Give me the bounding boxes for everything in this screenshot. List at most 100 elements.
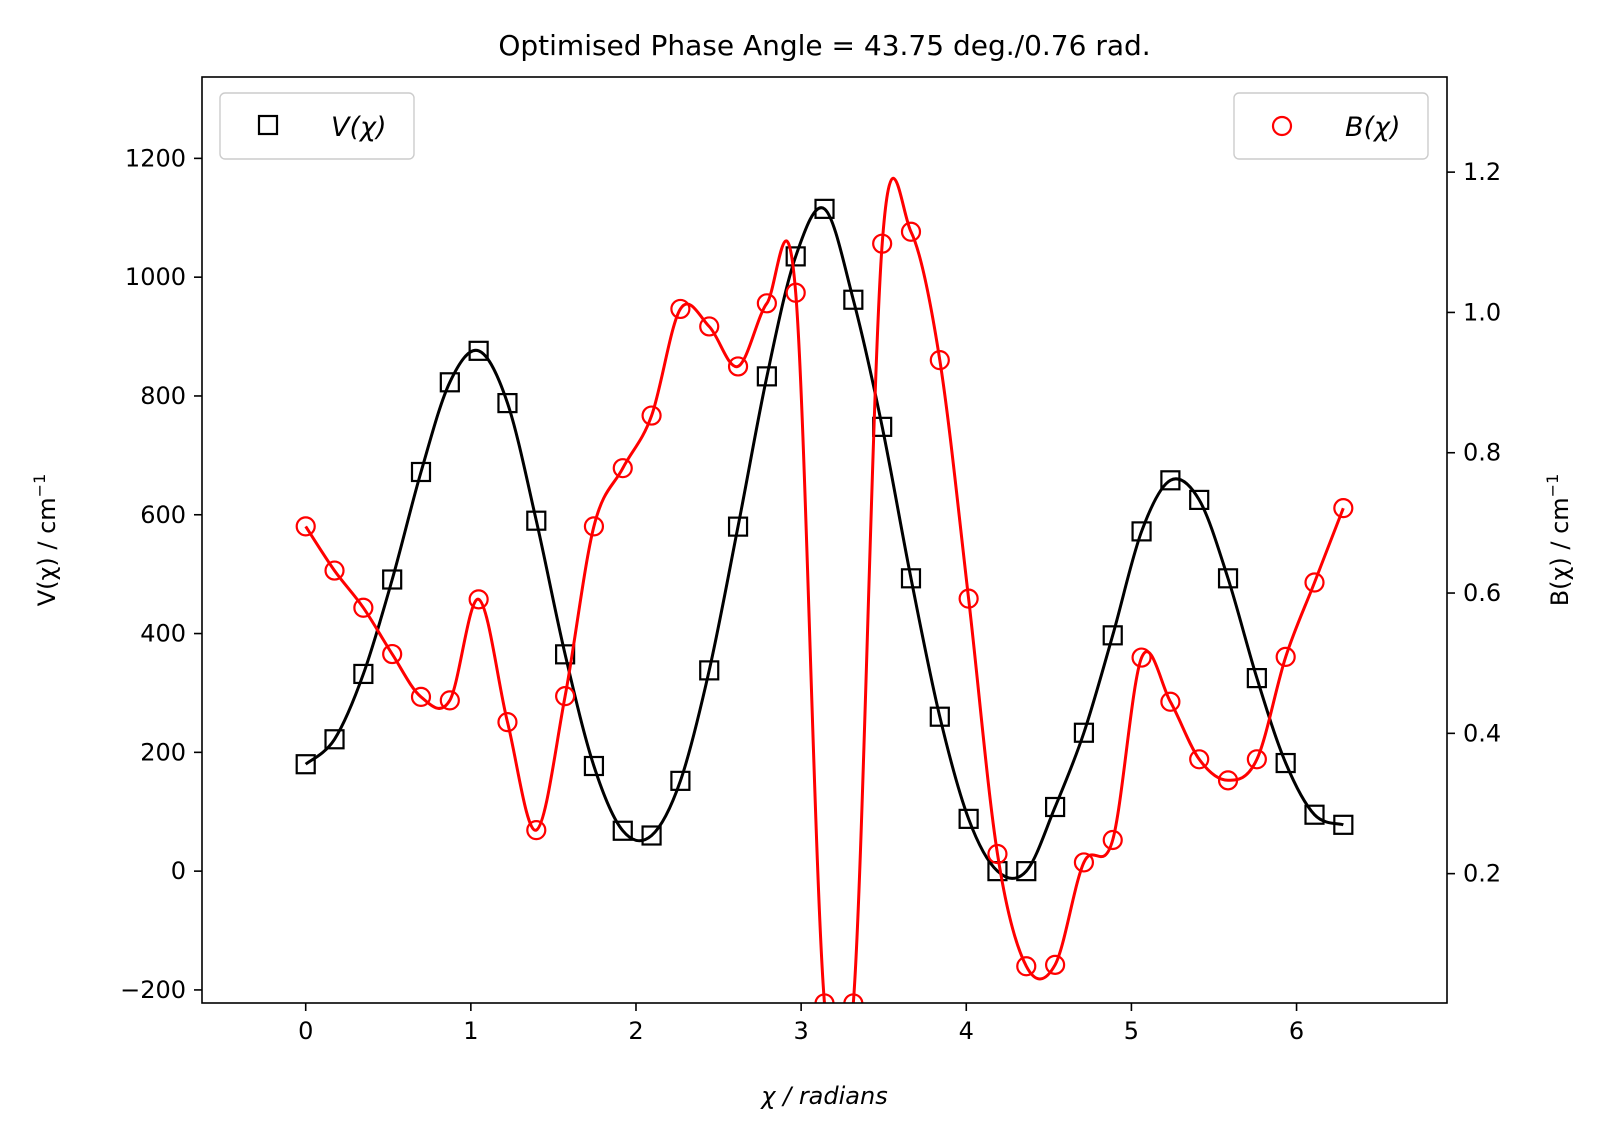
legend-right-marker: [1271, 115, 1293, 137]
x-axis-label: χ / radians: [759, 1082, 887, 1110]
b-data-point: [987, 843, 1008, 865]
v-data-point: [468, 340, 489, 361]
legend-right: B(χ): [1233, 92, 1429, 160]
b-data-point: [497, 712, 518, 733]
left-y-tick-label: 0: [171, 857, 186, 885]
b-data-point: [1102, 829, 1123, 851]
legend-right-frame: [1233, 92, 1429, 160]
b-data-point: [1131, 647, 1152, 668]
b-data-point: [583, 516, 605, 537]
b-data-point: [439, 690, 460, 711]
legend-right-label: B(χ): [1345, 112, 1401, 143]
v-data-point: [843, 289, 864, 310]
b-data-point: [353, 597, 374, 618]
v-data-point: [295, 754, 316, 775]
v-data-point: [814, 198, 835, 219]
b-data-point: [670, 298, 691, 320]
fit-curve-v: [304, 206, 1344, 880]
v-data-point: [353, 663, 374, 685]
left-y-tick-label: 800: [140, 382, 186, 410]
x-tick-label: 5: [1124, 1017, 1139, 1045]
right-y-tick-label: 0.4: [1463, 719, 1501, 747]
x-tick-label: 4: [959, 1017, 974, 1045]
b-data-point: [958, 588, 979, 609]
v-data-point: [583, 755, 605, 777]
v-data-point: [1304, 804, 1325, 825]
b-data-point: [468, 589, 489, 610]
v-data-point: [699, 660, 720, 681]
left-y-tick-label: 600: [140, 501, 186, 529]
b-data-point: [929, 350, 950, 371]
legend-left-frame: [219, 92, 415, 160]
v-data-point: [670, 770, 691, 791]
b-data-point: [1016, 956, 1037, 977]
legend-left-label: V(χ): [331, 112, 387, 143]
b-data-point: [526, 820, 547, 841]
b-data-point: [900, 221, 922, 242]
b-data-point: [1160, 691, 1181, 712]
x-tick-label: 1: [463, 1017, 478, 1045]
legend-left: V(χ): [219, 92, 415, 160]
v-data-point: [1246, 667, 1267, 689]
axes: 0 1 2 3 4 5 6 −200 0 200 400 600 800 1000 1200 0.2 0.4 0.…: [120, 144, 1501, 1045]
right-y-axis-label-main: B(χ) / cm: [1546, 497, 1574, 606]
b-data-point: [641, 405, 662, 426]
right-y-axis-label: B(χ) / cm−1: [1543, 474, 1574, 607]
left-y-axis-label-sup: −1: [30, 474, 49, 498]
v-data-point: [1275, 752, 1296, 774]
b-data-point: [1217, 770, 1239, 791]
v-data-point: [382, 569, 403, 590]
right-y-axis-label-sup: −1: [1543, 474, 1562, 498]
v-data-point: [1131, 521, 1152, 542]
x-tick-label: 0: [298, 1017, 313, 1045]
b-data-point: [1275, 646, 1296, 667]
left-y-tick-label: 1200: [125, 144, 186, 172]
v-data-point: [641, 825, 662, 846]
v-data-point: [1189, 489, 1210, 511]
right-y-tick-label: 1.2: [1463, 158, 1501, 186]
left-y-tick-label: −200: [120, 976, 186, 1004]
left-y-tick-label: 400: [140, 620, 186, 648]
v-data-point: [958, 808, 979, 829]
v-data-point: [1102, 625, 1123, 646]
b-data-point: [727, 356, 749, 377]
left-y-axis-label-main: V(χ) / cm: [33, 497, 61, 606]
v-data-point: [1160, 470, 1181, 491]
x-tick-label: 3: [793, 1017, 808, 1045]
b-data-point: [324, 560, 345, 581]
v-data-point: [439, 372, 460, 393]
x-tick-label: 2: [628, 1017, 643, 1045]
v-data-point: [612, 820, 633, 841]
b-data-point: [410, 686, 432, 707]
v-data-point: [497, 392, 518, 414]
b-data-point: [843, 993, 864, 1003]
left-y-axis-label: V(χ) / cm−1: [30, 474, 61, 607]
v-data-point: [555, 644, 576, 665]
b-data-point: [1045, 954, 1066, 975]
v-data-point: [1016, 861, 1037, 882]
b-data-point: [1189, 749, 1210, 770]
b-data-point: [295, 516, 316, 537]
v-data-point: [1045, 796, 1066, 818]
v-data-point: [929, 706, 950, 727]
right-y-tick-label: 0.8: [1463, 439, 1501, 467]
left-y-tick-label: 200: [140, 738, 186, 766]
b-data-point: [814, 993, 835, 1003]
left-y-tick-label: 1000: [125, 263, 186, 291]
v-data-point: [324, 729, 345, 750]
b-data-point: [699, 316, 720, 337]
b-data-point: [1304, 572, 1325, 593]
b-data-point: [1246, 749, 1267, 770]
fit-curve-b: [304, 176, 1345, 1003]
plot-area: [295, 176, 1354, 1003]
b-data-point: [1073, 852, 1095, 873]
v-data-point: [727, 516, 749, 537]
right-y-tick-label: 1.0: [1463, 298, 1501, 326]
b-data-point: [382, 643, 403, 665]
b-data-point: [555, 686, 576, 707]
v-data-point: [1333, 814, 1354, 835]
v-data-point: [756, 366, 777, 387]
x-tick-label: 6: [1289, 1017, 1304, 1045]
